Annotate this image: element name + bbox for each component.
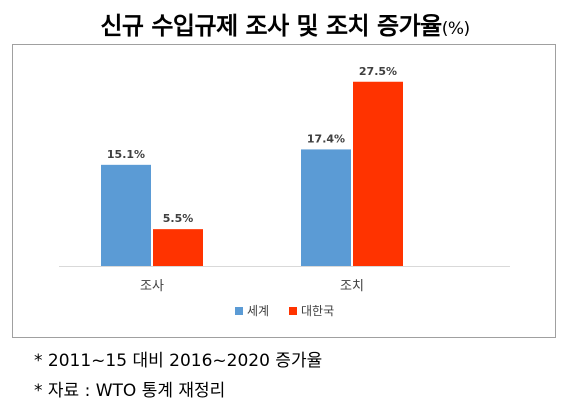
bar-1-0 — [153, 229, 203, 266]
legend-label-0: 세계 — [247, 304, 269, 318]
legend-swatch-1 — [289, 307, 297, 315]
category-label-1: 조치 — [340, 279, 364, 294]
legend-label-1: 대한국 — [301, 304, 334, 318]
footnote-period: * 2011~15 대비 2016~2020 증가율 — [34, 351, 323, 371]
category-label-0: 조사 — [140, 279, 164, 294]
data-label-1-0: 5.5% — [163, 212, 194, 225]
data-label-1-1: 27.5% — [359, 65, 397, 78]
bar-0-0 — [101, 164, 151, 266]
bar-0-1 — [301, 149, 351, 266]
chart-title: 신규 수입규제 조사 및 조치 증가율(%) — [0, 6, 570, 41]
data-label-0-1: 17.4% — [307, 132, 345, 145]
footnote-source: * 자료 : WTO 통계 재정리 — [34, 381, 226, 401]
bar-1-1 — [353, 81, 403, 266]
chart-title-text: 신규 수입규제 조사 및 조치 증가율 — [100, 12, 442, 40]
chart-title-unit: (%) — [441, 19, 470, 39]
data-label-0-0: 15.1% — [107, 148, 145, 161]
legend-swatch-0 — [235, 307, 243, 315]
